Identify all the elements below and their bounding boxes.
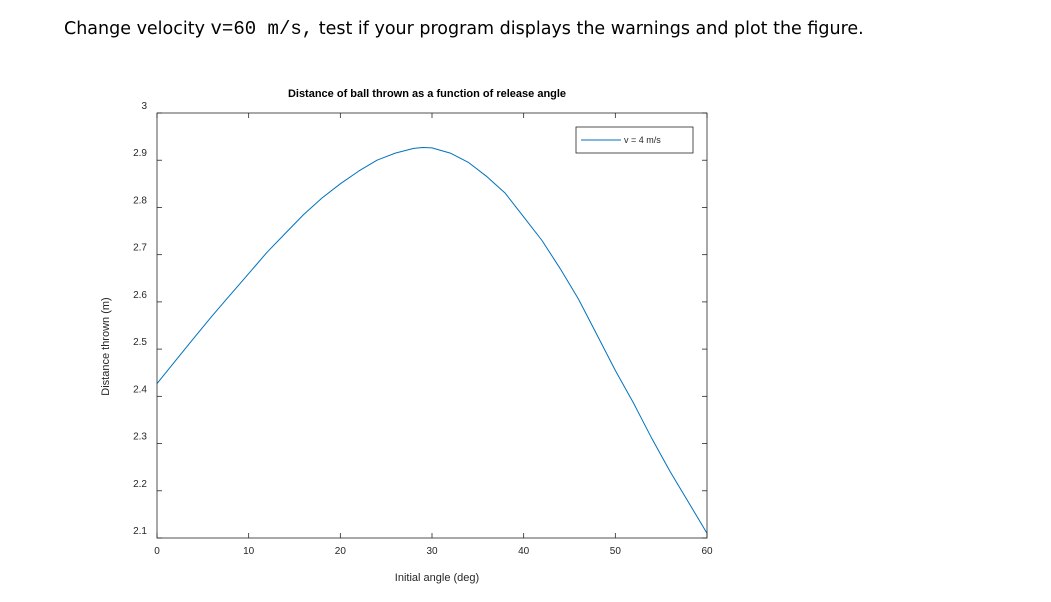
- x-tick-labels: 0 10 20 30 40 50 60: [154, 546, 713, 557]
- y-tick-label: 2.3: [133, 432, 147, 443]
- axes-box: [156, 112, 708, 539]
- legend-label: v = 4 m/s: [624, 135, 661, 145]
- y-tick-label: 2.8: [133, 195, 147, 206]
- x-tick-label: 30: [426, 546, 438, 557]
- x-tick-label: 50: [610, 546, 622, 557]
- instruction-text-after: test if your program displays the warnin…: [313, 19, 864, 39]
- series-layer: [156, 147, 708, 534]
- x-tick-label: 40: [518, 546, 530, 557]
- x-tick-label: 60: [701, 546, 713, 557]
- series-line: [156, 147, 708, 534]
- instruction-text-before: Change velocity: [64, 19, 211, 39]
- y-tick-label: 2.4: [133, 384, 147, 395]
- y-tick-label: 2.5: [133, 337, 147, 348]
- y-tick-label: 3: [141, 101, 147, 112]
- chart-title: Distance of ball thrown as a function of…: [288, 88, 566, 100]
- y-tick-label: 2.6: [133, 290, 147, 301]
- instruction-code: v=60 m/s,: [210, 18, 314, 40]
- y-tick-label: 2.2: [133, 479, 147, 490]
- y-tick-label: 2.7: [133, 243, 147, 254]
- axis-ticks: [156, 112, 708, 539]
- y-tick-labels: 2.1 2.2 2.3 2.4 2.5 2.6 2.7 2.8 2.9 3: [133, 101, 147, 537]
- x-tick-label: 20: [335, 546, 347, 557]
- x-tick-label: 0: [154, 546, 160, 557]
- y-tick-label: 2.1: [133, 526, 147, 537]
- x-axis-label: Initial angle (deg): [395, 572, 479, 584]
- legend: v = 4 m/s: [575, 126, 694, 154]
- y-axis-label: Distance thrown (m): [100, 297, 112, 395]
- y-tick-label: 2.9: [133, 148, 147, 159]
- x-tick-label: 10: [243, 546, 255, 557]
- instruction-text: Change velocity v=60 m/s, test if your p…: [64, 18, 1039, 40]
